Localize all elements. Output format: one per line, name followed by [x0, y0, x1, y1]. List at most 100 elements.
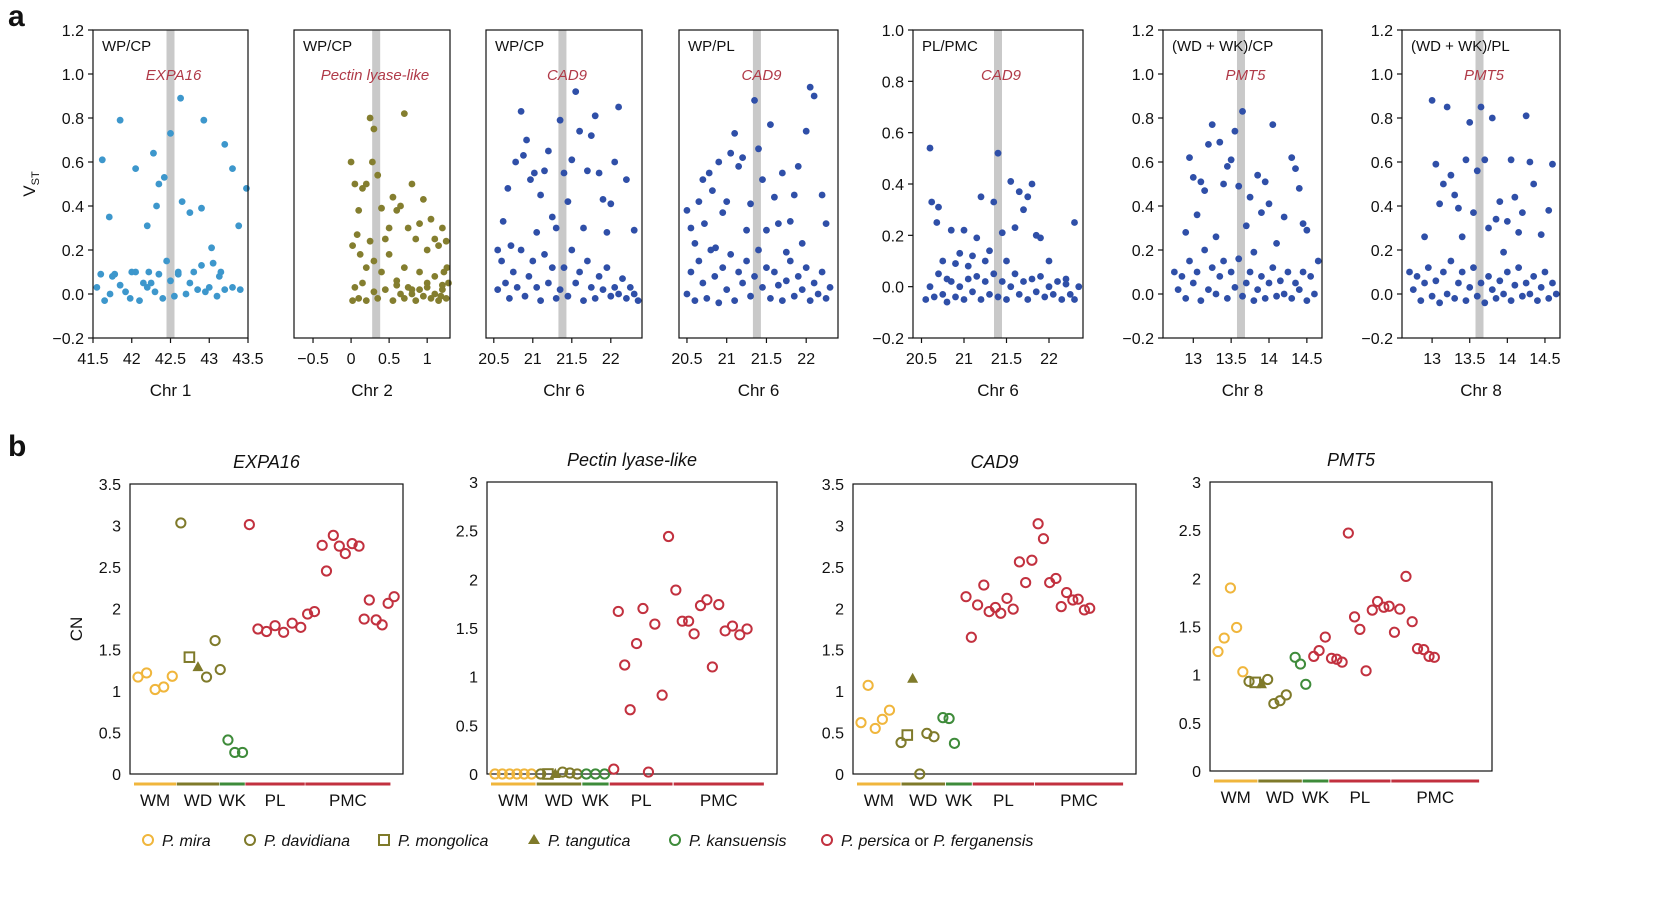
vst-point — [998, 229, 1006, 237]
vst-point — [139, 279, 147, 287]
plot-frame — [1162, 29, 1323, 339]
y-tick-label: 0.2 — [62, 243, 84, 260]
vst-point — [708, 187, 716, 195]
vst-point — [599, 286, 607, 293]
vst-point — [537, 191, 544, 199]
vst-point — [412, 297, 420, 304]
vst-point — [1011, 270, 1019, 278]
vst-point — [1201, 187, 1209, 195]
vst-point — [595, 169, 603, 177]
gene-label: CAD9 — [547, 67, 588, 84]
x-tick-label: 14 — [1260, 351, 1278, 368]
cn-point — [140, 667, 153, 679]
vst-point — [1507, 297, 1515, 304]
cn-point — [995, 607, 1007, 619]
y-tick-label: 1 — [112, 684, 121, 701]
vst-point — [1037, 234, 1044, 242]
legend-marker — [378, 834, 390, 846]
vst-point — [1216, 138, 1224, 146]
vst-point — [101, 297, 109, 304]
vst-point — [1276, 277, 1284, 285]
vst-point — [385, 224, 393, 232]
scan-plot-7: 13 13.5 14 14.5 Chr 8 −0.2 0.0 0.2 0.4 0.6 0.8 1.0 1… — [1361, 23, 1560, 400]
vst-point — [378, 204, 385, 212]
vst-point — [217, 268, 225, 276]
vst-point — [521, 292, 529, 300]
cn-point — [388, 591, 400, 603]
vst-point — [1261, 295, 1269, 302]
cn-plot-2: 0 0.5 1 1.5 2 2.5 3 WM WD WK PL PMC Pectin lyase-lik… — [456, 450, 778, 810]
vst-point — [208, 244, 215, 252]
highlight-band — [1475, 30, 1484, 338]
vst-point — [177, 94, 184, 102]
x-axis-label: Chr 8 — [1222, 381, 1264, 400]
cn-point — [637, 602, 649, 615]
y-tick-label: 0.2 — [882, 228, 904, 245]
vst-point — [580, 224, 587, 232]
cn-point — [1394, 603, 1406, 615]
cn-point — [1406, 616, 1418, 628]
y-tick-label: 0.5 — [99, 726, 121, 743]
vst-point — [506, 295, 513, 302]
vst-point — [370, 288, 378, 296]
vst-point — [155, 270, 163, 278]
gene-label: CAD9 — [741, 67, 782, 84]
vst-point — [408, 180, 416, 188]
vst-point — [504, 185, 512, 192]
vst-point — [200, 116, 208, 124]
vst-point — [1432, 160, 1440, 168]
cn-point — [1294, 658, 1307, 670]
vst-point — [1212, 233, 1220, 241]
plot-frame — [1209, 481, 1493, 772]
vst-point — [802, 127, 810, 135]
vst-point — [790, 191, 798, 199]
vst-point — [814, 290, 822, 298]
vst-point — [170, 292, 178, 300]
vst-point — [1522, 279, 1530, 287]
vst-point — [822, 220, 830, 228]
vst-point — [1432, 277, 1440, 285]
vst-point — [1292, 165, 1299, 173]
comparison-label: WP/CP — [303, 38, 352, 55]
vst-point — [1439, 268, 1447, 276]
cn-point — [549, 768, 561, 778]
vst-point — [743, 226, 750, 234]
y-tick-label: 0.0 — [882, 280, 904, 297]
y-tick-label: 0.8 — [882, 74, 904, 91]
vst-point — [93, 284, 101, 291]
cn-point — [320, 565, 333, 577]
vst-point — [947, 226, 955, 234]
vst-point — [1295, 286, 1303, 293]
cn-point — [670, 584, 682, 596]
y-tick-label: 0.4 — [62, 199, 84, 216]
cn-point — [1072, 593, 1084, 605]
vst-point — [1488, 114, 1496, 122]
legend-label: P. tangutica — [548, 833, 631, 850]
vst-point — [236, 286, 244, 293]
vst-point — [529, 257, 537, 265]
vst-point — [523, 136, 530, 144]
group-label: WD — [909, 791, 937, 810]
vst-point — [755, 145, 762, 153]
cn-point — [1354, 623, 1366, 635]
vst-point — [1526, 290, 1534, 298]
vst-point — [822, 295, 830, 302]
vst-point — [355, 295, 363, 302]
cn-point — [869, 722, 881, 735]
vst-point — [576, 127, 583, 135]
cn-point — [694, 600, 707, 612]
vst-point — [568, 246, 576, 254]
vst-point — [389, 193, 397, 201]
vst-point — [1003, 296, 1010, 303]
vst-point — [1428, 292, 1436, 300]
cn-point — [183, 651, 196, 663]
vst-point — [939, 257, 947, 265]
vst-point — [545, 147, 552, 155]
vst-point — [1223, 295, 1231, 302]
vst-point — [370, 125, 378, 133]
vst-point — [541, 167, 548, 175]
vst-point — [1552, 290, 1560, 298]
cn-point — [1055, 601, 1067, 613]
vst-point — [1075, 283, 1083, 291]
